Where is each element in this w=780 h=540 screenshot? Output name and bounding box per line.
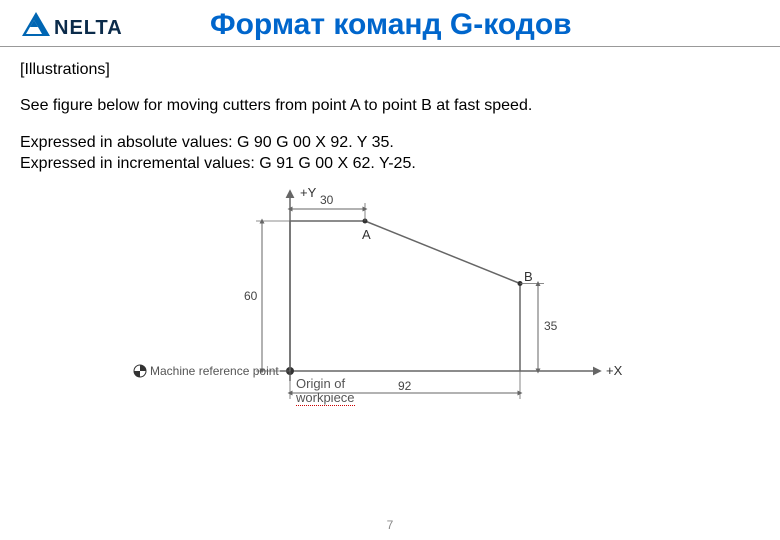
slide-body: [Illustrations] See figure below for mov… xyxy=(0,47,780,175)
diagram-container: +Y +X 30 60 92 35 A B Machine reference … xyxy=(0,181,780,431)
section-label: [Illustrations] xyxy=(20,61,760,79)
axis-plus-x: +X xyxy=(606,363,622,378)
dim-top: 30 xyxy=(320,193,333,207)
machine-reference-point-label: Machine reference point xyxy=(150,364,279,378)
dim-left: 60 xyxy=(244,289,257,303)
incremental-line: Expressed in incremental values: G 91 G … xyxy=(20,154,760,175)
point-a-label: A xyxy=(362,227,371,242)
dim-bottom: 92 xyxy=(398,379,411,393)
gcode-diagram: +Y +X 30 60 92 35 A B Machine reference … xyxy=(130,181,650,431)
point-b-label: B xyxy=(524,269,533,284)
page-number: 7 xyxy=(0,518,780,532)
origin-label: Origin of workpiece xyxy=(296,377,355,407)
mrp-text: Machine reference point xyxy=(150,364,279,378)
intro-paragraph: See figure below for moving cutters from… xyxy=(20,97,760,115)
axis-plus-y: +Y xyxy=(300,185,316,200)
dim-right: 35 xyxy=(544,319,557,333)
slide-title: Формат команд G-кодов xyxy=(210,8,572,42)
slide-header: NELTA Формат команд G-кодов xyxy=(0,0,780,42)
origin-line2: workpiece xyxy=(296,391,355,406)
absolute-line: Expressed in absolute values: G 90 G 00 … xyxy=(20,133,760,154)
origin-line1: Origin of xyxy=(296,377,355,391)
logo-text: NELTA xyxy=(54,17,123,39)
delta-logo: NELTA xyxy=(20,10,140,40)
